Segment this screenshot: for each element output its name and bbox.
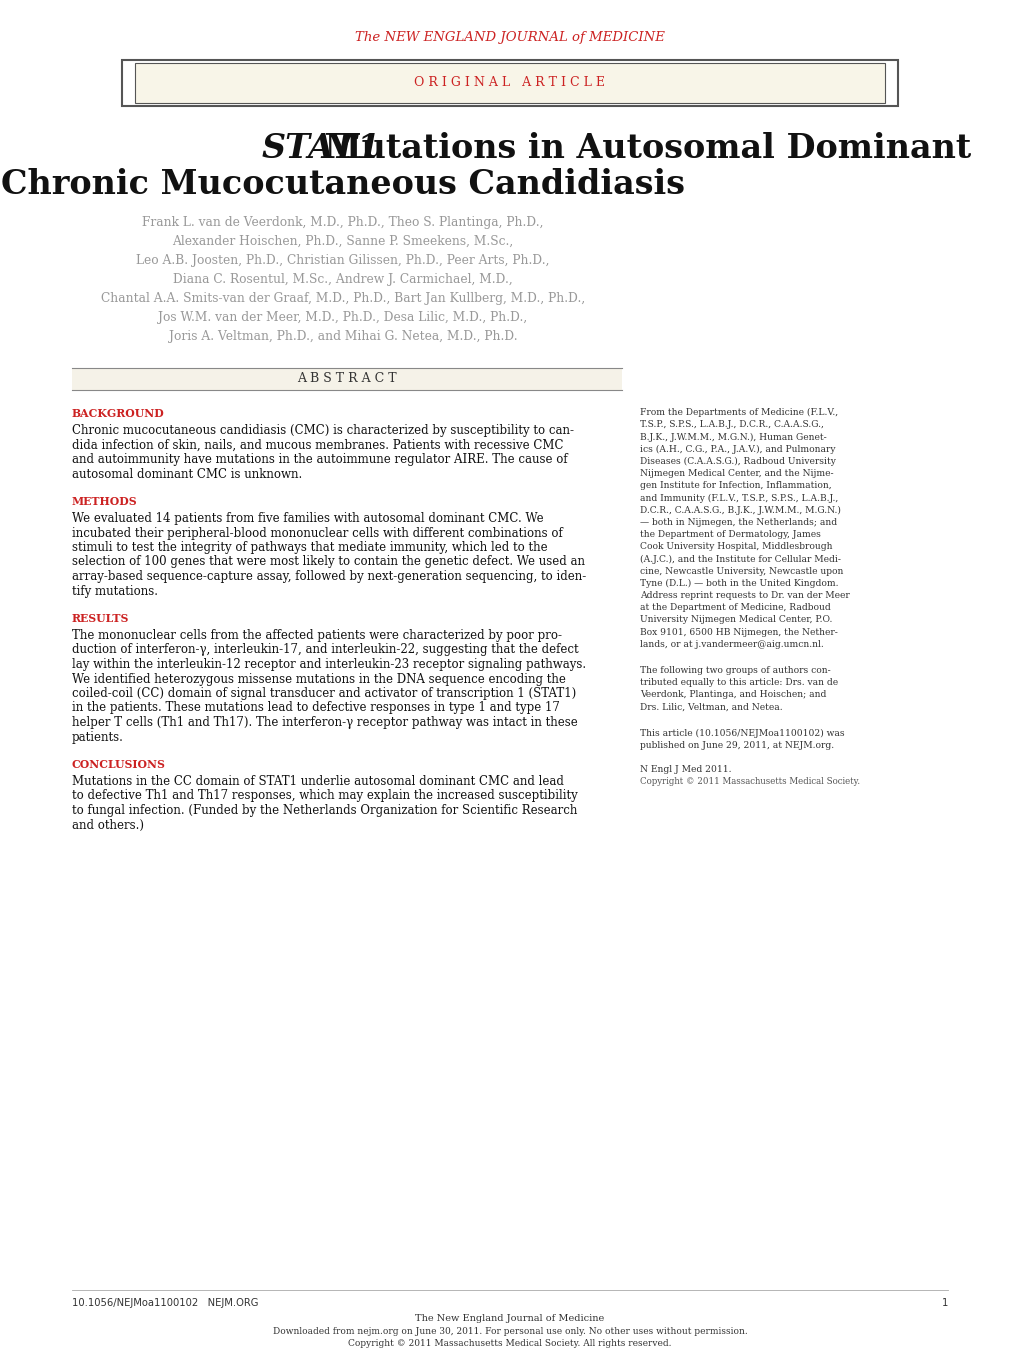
Text: to defective Th1 and Th17 responses, which may explain the increased susceptibil: to defective Th1 and Th17 responses, whi… [72, 790, 577, 802]
Text: RESULTS: RESULTS [72, 613, 129, 624]
Text: autosomal dominant CMC is unknown.: autosomal dominant CMC is unknown. [72, 468, 302, 480]
Text: and Immunity (F.L.V., T.S.P., S.P.S., L.A.B.J.,: and Immunity (F.L.V., T.S.P., S.P.S., L.… [639, 494, 838, 503]
Text: Chronic Mucocutaneous Candidiasis: Chronic Mucocutaneous Candidiasis [1, 167, 685, 200]
Text: lands, or at j.vandermeer@aig.umcn.nl.: lands, or at j.vandermeer@aig.umcn.nl. [639, 639, 823, 649]
Text: 10.1056/NEJMoa1100102   NEJM.ORG: 10.1056/NEJMoa1100102 NEJM.ORG [72, 1297, 258, 1308]
Text: and autoimmunity have mutations in the autoimmune regulator AIRE. The cause of: and autoimmunity have mutations in the a… [72, 453, 567, 466]
Text: The following two groups of authors con-: The following two groups of authors con- [639, 666, 829, 675]
Text: The New England Journal of Medicine: The New England Journal of Medicine [415, 1314, 604, 1323]
Text: Leo A.B. Joosten, Ph.D., Christian Gilissen, Ph.D., Peer Arts, Ph.D.,: Leo A.B. Joosten, Ph.D., Christian Gilis… [137, 254, 549, 267]
Text: Chantal A.A. Smits-van der Graaf, M.D., Ph.D., Bart Jan Kullberg, M.D., Ph.D.,: Chantal A.A. Smits-van der Graaf, M.D., … [101, 292, 585, 305]
Text: duction of interferon-γ, interleukin-17, and interleukin-22, suggesting that the: duction of interferon-γ, interleukin-17,… [72, 643, 578, 657]
Text: lay within the interleukin-12 receptor and interleukin-23 receptor signaling pat: lay within the interleukin-12 receptor a… [72, 658, 586, 670]
Text: Downloaded from nejm.org on June 30, 2011. For personal use only. No other uses : Downloaded from nejm.org on June 30, 201… [272, 1327, 747, 1336]
Text: We identified heterozygous missense mutations in the DNA sequence encoding the: We identified heterozygous missense muta… [72, 672, 566, 685]
Text: CONCLUSIONS: CONCLUSIONS [72, 759, 166, 770]
Text: Copyright © 2011 Massachusetts Medical Society. All rights reserved.: Copyright © 2011 Massachusetts Medical S… [347, 1340, 672, 1348]
Text: METHODS: METHODS [72, 496, 138, 507]
Text: Drs. Lilic, Veltman, and Netea.: Drs. Lilic, Veltman, and Netea. [639, 703, 782, 711]
Text: ics (A.H., C.G., P.A., J.A.V.), and Pulmonary: ics (A.H., C.G., P.A., J.A.V.), and Pulm… [639, 445, 835, 454]
Text: in the patients. These mutations lead to defective responses in type 1 and type : in the patients. These mutations lead to… [72, 702, 559, 714]
Text: We evaluated 14 patients from five families with autosomal dominant CMC. We: We evaluated 14 patients from five famil… [72, 511, 543, 525]
Text: 1: 1 [941, 1297, 947, 1308]
Text: incubated their peripheral-blood mononuclear cells with different combinations o: incubated their peripheral-blood mononuc… [72, 526, 562, 540]
Text: (A.J.C.), and the Institute for Cellular Medi-: (A.J.C.), and the Institute for Cellular… [639, 555, 841, 563]
Bar [72, 369, 622, 390]
Text: Tyne (D.L.) — both in the United Kingdom.: Tyne (D.L.) — both in the United Kingdom… [639, 579, 838, 588]
Text: University Nijmegen Medical Center, P.O.: University Nijmegen Medical Center, P.O. [639, 615, 832, 624]
Text: Box 9101, 6500 HB Nijmegen, the Nether-: Box 9101, 6500 HB Nijmegen, the Nether- [639, 627, 837, 636]
Text: cine, Newcastle University, Newcastle upon: cine, Newcastle University, Newcastle up… [639, 567, 843, 575]
Text: From the Departments of Medicine (F.L.V.,: From the Departments of Medicine (F.L.V.… [639, 408, 838, 418]
Text: to fungal infection. (Funded by the Netherlands Organization for Scientific Rese: to fungal infection. (Funded by the Neth… [72, 804, 577, 817]
Text: Diseases (C.A.A.S.G.), Radboud University: Diseases (C.A.A.S.G.), Radboud Universit… [639, 457, 835, 466]
Text: N Engl J Med 2011.: N Engl J Med 2011. [639, 766, 731, 774]
Text: The mononuclear cells from the affected patients were characterized by poor pro-: The mononuclear cells from the affected … [72, 628, 561, 642]
Text: T.S.P., S.P.S., L.A.B.J., D.C.R., C.A.A.S.G.,: T.S.P., S.P.S., L.A.B.J., D.C.R., C.A.A.… [639, 420, 823, 430]
Text: tributed equally to this article: Drs. van de: tributed equally to this article: Drs. v… [639, 679, 838, 687]
Text: Mutations in the CC domain of STAT1 underlie autosomal dominant CMC and lead: Mutations in the CC domain of STAT1 unde… [72, 775, 564, 787]
Text: Address reprint requests to Dr. van der Meer: Address reprint requests to Dr. van der … [639, 592, 849, 600]
Text: Frank L. van de Veerdonk, M.D., Ph.D., Theo S. Plantinga, Ph.D.,: Frank L. van de Veerdonk, M.D., Ph.D., T… [142, 216, 543, 228]
Text: Alexander Hoischen, Ph.D., Sanne P. Smeekens, M.Sc.,: Alexander Hoischen, Ph.D., Sanne P. Smee… [172, 235, 514, 248]
Text: and others.): and others.) [72, 819, 144, 831]
Text: gen Institute for Infection, Inflammation,: gen Institute for Infection, Inflammatio… [639, 481, 830, 490]
Text: Nijmegen Medical Center, and the Nijme-: Nijmegen Medical Center, and the Nijme- [639, 469, 833, 477]
Text: dida infection of skin, nails, and mucous membranes. Patients with recessive CMC: dida infection of skin, nails, and mucou… [72, 438, 562, 452]
Text: Cook University Hospital, Middlesbrough: Cook University Hospital, Middlesbrough [639, 543, 832, 551]
Text: patients.: patients. [72, 730, 123, 744]
Text: Copyright © 2011 Massachusetts Medical Society.: Copyright © 2011 Massachusetts Medical S… [639, 778, 859, 786]
Text: Joris A. Veltman, Ph.D., and Mihai G. Netea, M.D., Ph.D.: Joris A. Veltman, Ph.D., and Mihai G. Ne… [168, 330, 517, 343]
Text: D.C.R., C.A.A.S.G., B.J.K., J.W.M.M., M.G.N.): D.C.R., C.A.A.S.G., B.J.K., J.W.M.M., M.… [639, 506, 840, 514]
Text: This article (10.1056/NEJMoa1100102) was: This article (10.1056/NEJMoa1100102) was [639, 729, 844, 738]
Text: Jos W.M. van der Meer, M.D., Ph.D., Desa Lilic, M.D., Ph.D.,: Jos W.M. van der Meer, M.D., Ph.D., Desa… [158, 311, 527, 324]
Text: BACKGROUND: BACKGROUND [72, 408, 165, 419]
Text: B.J.K., J.W.M.M., M.G.N.), Human Genet-: B.J.K., J.W.M.M., M.G.N.), Human Genet- [639, 432, 826, 442]
Text: A B S T R A C T: A B S T R A C T [297, 373, 396, 385]
Text: published on June 29, 2011, at NEJM.org.: published on June 29, 2011, at NEJM.org. [639, 741, 834, 749]
FancyBboxPatch shape [135, 63, 884, 103]
Text: the Department of Dermatology, James: the Department of Dermatology, James [639, 530, 820, 539]
Text: The NEW ENGLAND JOURNAL of MEDICINE: The NEW ENGLAND JOURNAL of MEDICINE [355, 31, 664, 45]
Text: tify mutations.: tify mutations. [72, 585, 158, 597]
Text: STAT1: STAT1 [262, 132, 381, 165]
Text: helper T cells (Th1 and Th17). The interferon-γ receptor pathway was intact in t: helper T cells (Th1 and Th17). The inter… [72, 715, 577, 729]
Text: selection of 100 genes that were most likely to contain the genetic defect. We u: selection of 100 genes that were most li… [72, 555, 585, 568]
Text: Veerdonk, Plantinga, and Hoischen; and: Veerdonk, Plantinga, and Hoischen; and [639, 691, 825, 699]
Text: — both in Nijmegen, the Netherlands; and: — both in Nijmegen, the Netherlands; and [639, 518, 837, 526]
FancyBboxPatch shape [122, 60, 897, 106]
Text: Diana C. Rosentul, M.Sc., Andrew J. Carmichael, M.D.,: Diana C. Rosentul, M.Sc., Andrew J. Carm… [173, 273, 513, 286]
Text: O R I G I N A L   A R T I C L E: O R I G I N A L A R T I C L E [414, 76, 605, 90]
Text: Mutations in Autosomal Dominant: Mutations in Autosomal Dominant [313, 132, 970, 165]
Text: at the Department of Medicine, Radboud: at the Department of Medicine, Radboud [639, 604, 829, 612]
Text: stimuli to test the integrity of pathways that mediate immunity, which led to th: stimuli to test the integrity of pathway… [72, 541, 547, 554]
Text: coiled-coil (CC) domain of signal transducer and activator of transcription 1 (S: coiled-coil (CC) domain of signal transd… [72, 687, 576, 700]
Text: array-based sequence-capture assay, followed by next-generation sequencing, to i: array-based sequence-capture assay, foll… [72, 570, 586, 583]
Text: Chronic mucocutaneous candidiasis (CMC) is characterized by susceptibility to ca: Chronic mucocutaneous candidiasis (CMC) … [72, 424, 574, 437]
